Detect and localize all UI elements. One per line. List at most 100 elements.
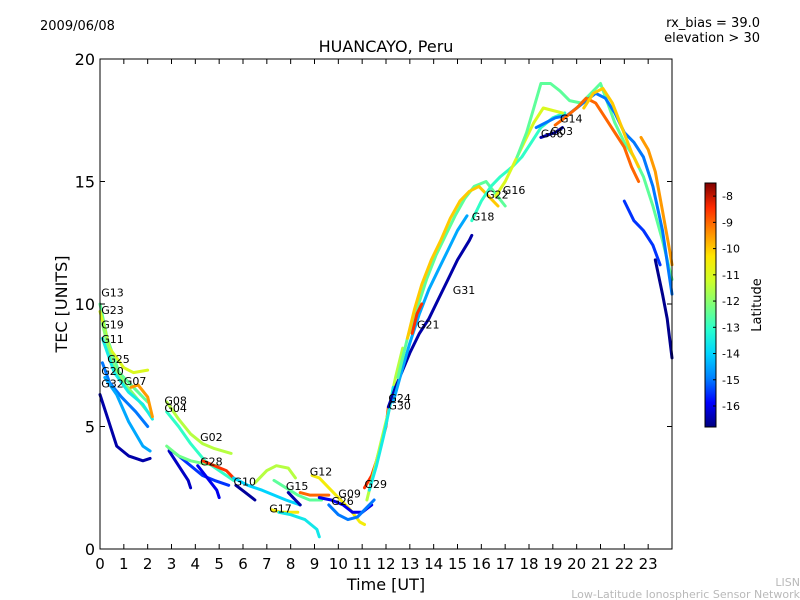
satellite-trace-5 — [100, 361, 150, 428]
satellite-trace-14 — [201, 459, 235, 480]
x-tick-label: 6 — [238, 555, 248, 573]
colorbar-tick-label: -16 — [722, 400, 740, 413]
satellite-trace-18 — [253, 464, 297, 485]
y-axis-label: TEC [UNITS] — [52, 256, 71, 354]
trace-group — [98, 82, 674, 539]
satellite-trace-9 — [165, 400, 233, 455]
satellite-label-g31: G31 — [453, 284, 476, 297]
x-tick-label: 3 — [167, 555, 177, 573]
satellite-trace-33 — [405, 184, 500, 340]
colorbar-tick-label: -8 — [722, 190, 733, 203]
satellite-label-g14: G14 — [560, 113, 583, 126]
satellite-label-g20: G20 — [101, 365, 124, 378]
rx-bias-label: rx_bias = 39.0 — [666, 16, 760, 31]
satellite-label-g10: G10 — [234, 475, 257, 488]
y-tick-label: 0 — [85, 540, 95, 559]
x-tick-label: 1 — [119, 555, 129, 573]
satellite-trace-37 — [515, 82, 674, 281]
satellite-label-g11: G11 — [101, 333, 124, 346]
colorbar-label: Latitude — [750, 278, 765, 332]
x-tick-label: 4 — [191, 555, 201, 573]
colorbar-fill — [704, 182, 717, 428]
satellite-label-g15: G15 — [286, 480, 309, 493]
satellite-trace-23 — [310, 474, 366, 526]
satellite-label-g23: G23 — [101, 304, 124, 317]
colorbar: -8 -9 -10 -11 -12 -13 -14 -15 -16 — [704, 182, 740, 428]
satellite-label-g02: G02 — [200, 431, 223, 444]
satellite-label-g17: G17 — [269, 502, 292, 515]
satellite-label-g09: G09 — [338, 488, 361, 501]
satellite-label-g06: G06 — [541, 127, 564, 140]
date-label: 2009/06/08 — [40, 19, 115, 34]
colorbar-tick-label: -9 — [722, 216, 733, 229]
satellite-label-g07: G07 — [124, 375, 147, 388]
x-tick-label: 19 — [543, 555, 562, 573]
y-tick-label: 15 — [75, 173, 95, 192]
satellite-trace-7 — [103, 376, 152, 453]
satellite-label-g18: G18 — [472, 211, 495, 224]
y-tick-label: 10 — [75, 295, 95, 314]
satellite-trace-38 — [534, 91, 674, 296]
x-tick-label: 9 — [310, 555, 320, 573]
satellite-trace-31 — [391, 214, 469, 404]
satellite-trace-4 — [100, 336, 154, 421]
x-tick-label: 21 — [591, 555, 610, 573]
satellite-trace-27 — [363, 405, 390, 490]
x-tick-label: 14 — [424, 555, 443, 573]
satellite-label-g19: G19 — [101, 319, 124, 332]
satellite-label-g03: G03 — [551, 125, 574, 138]
x-tick-label: 16 — [472, 555, 491, 573]
x-tick-label: 10 — [329, 555, 348, 573]
satellite-trace-22 — [298, 491, 331, 497]
x-tick-label: 18 — [519, 555, 538, 573]
satellite-label-g29: G29 — [365, 478, 388, 491]
elevation-label: elevation > 30 — [664, 31, 760, 46]
x-tick-label: 5 — [214, 555, 224, 573]
satellite-label-g12: G12 — [310, 466, 333, 479]
x-tick-label: 13 — [400, 555, 419, 573]
colorbar-tick-label: -13 — [722, 321, 740, 334]
y-tick-label: 5 — [85, 418, 95, 437]
satellite-label-g26: G26 — [331, 495, 354, 508]
satellite-trace-10 — [165, 410, 235, 482]
chart-title: HUANCAYO, Peru — [319, 37, 454, 56]
satellite-trace-24 — [286, 491, 302, 507]
x-tick-label: 7 — [262, 555, 272, 573]
x-tick-label: 2 — [143, 555, 153, 573]
x-tick-label: 17 — [496, 555, 515, 573]
satellite-trace-19 — [272, 478, 324, 502]
colorbar-tick-label: -10 — [722, 243, 740, 256]
satellite-label-g21: G21 — [417, 319, 440, 332]
satellite-trace-17 — [234, 483, 257, 502]
x-tick-label: 11 — [353, 555, 372, 573]
satellite-label-g22: G22 — [486, 189, 509, 202]
y-tick-label: 20 — [75, 50, 95, 69]
satellite-trace-15 — [196, 464, 221, 500]
x-axis-label: Time [UT] — [346, 575, 425, 594]
satellite-trace-12 — [167, 449, 193, 490]
x-tick-label: 8 — [286, 555, 296, 573]
satellite-trace-6 — [98, 393, 152, 463]
credit-short: LISN — [775, 576, 800, 589]
colorbar-tick-label: -14 — [722, 348, 740, 361]
x-tick-label: 20 — [567, 555, 586, 573]
x-tick-label: 22 — [615, 555, 634, 573]
satellite-trace-26 — [327, 498, 376, 522]
x-tick-label: 15 — [448, 555, 467, 573]
satellite-label-g24: G24 — [388, 392, 411, 405]
satellite-trace-39 — [539, 126, 564, 139]
satellite-trace-32 — [396, 180, 507, 379]
satellite-trace-43 — [622, 199, 662, 267]
satellite-trace-8 — [129, 383, 154, 419]
satellite-label-g13: G13 — [101, 287, 124, 300]
satellite-label-g32: G32 — [101, 377, 124, 390]
satellite-label-g30: G30 — [388, 399, 411, 412]
credit-long: Low-Latitude Ionospheric Sensor Network — [571, 588, 800, 600]
satellite-trace-41 — [582, 86, 641, 169]
y-axis: 0 5 10 15 20 — [75, 50, 672, 559]
x-tick-label: 12 — [376, 555, 395, 573]
x-tick-label: 0 — [95, 555, 105, 573]
satellite-trace-40 — [553, 96, 641, 183]
